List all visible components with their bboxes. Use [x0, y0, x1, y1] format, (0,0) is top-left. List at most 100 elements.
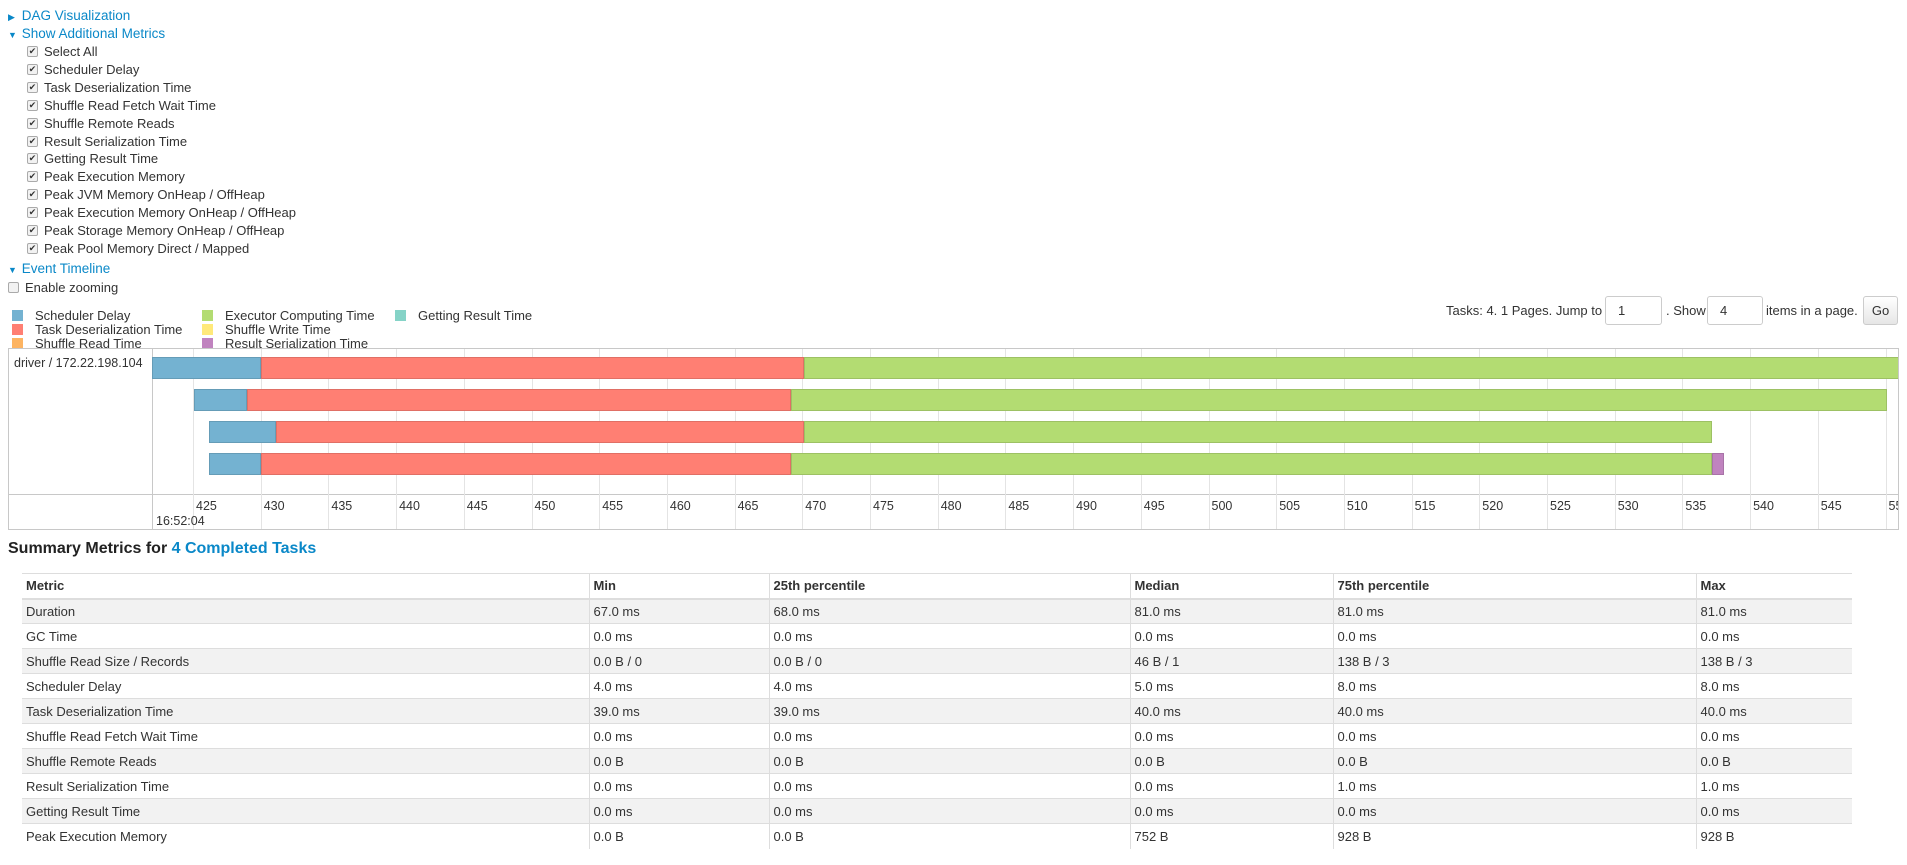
additional-metrics-toggle[interactable]: ▼ Show Additional Metrics [8, 26, 165, 41]
metric-name: Scheduler Delay [22, 673, 589, 699]
column-header[interactable]: Max [1695, 573, 1852, 600]
column-header[interactable]: Min [588, 573, 769, 600]
x-tick-label: 495 [1143, 499, 1165, 513]
metric-checkbox-6[interactable]: ✔ Getting Result Time [27, 151, 158, 166]
metric-value: 0.0 B / 0 [768, 648, 1130, 674]
metric-checkbox-label: Scheduler Delay [44, 61, 140, 77]
task-bar-segment[interactable] [194, 389, 248, 411]
legend-label: Task Deserialization Time [35, 322, 183, 337]
checkbox-checked-icon: ✔ [27, 135, 38, 147]
metric-checkbox-1[interactable]: ✔ Scheduler Delay [27, 62, 139, 77]
metric-value: 0.0 B / 0 [588, 648, 769, 674]
x-tick-label: 470 [805, 499, 827, 513]
x-tick-label: 515 [1414, 499, 1436, 513]
x-tick-label: 430 [263, 499, 285, 513]
legend-item: Task Deserialization Time [12, 322, 182, 337]
legend-item: Scheduler Delay [12, 308, 130, 323]
column-header[interactable]: 75th percentile [1332, 573, 1696, 600]
metric-checkbox-8[interactable]: ✔ Peak JVM Memory OnHeap / OffHeap [27, 187, 265, 202]
metric-value: 0.0 ms [588, 623, 769, 649]
metric-value: 0.0 ms [588, 798, 769, 824]
task-bar-segment[interactable] [1712, 453, 1725, 475]
metric-value: 0.0 ms [588, 773, 769, 799]
task-bar-segment[interactable] [209, 453, 261, 475]
page-size-input[interactable]: 4 [1707, 296, 1763, 325]
metric-value: 0.0 ms [768, 623, 1130, 649]
completed-tasks-link[interactable]: 4 Completed Tasks [171, 540, 317, 557]
task-bar-segment[interactable] [152, 357, 261, 379]
table-row: GC Time 0.0 ms 0.0 ms 0.0 ms 0.0 ms 0.0 ms [22, 623, 1852, 649]
checkbox-icon [8, 282, 19, 293]
pagination-tasks-text: Tasks: 4. 1 Pages. Jump to [1446, 303, 1603, 318]
task-bar-segment[interactable] [791, 453, 1713, 475]
metric-checkbox-label: Shuffle Read Fetch Wait Time [44, 97, 216, 113]
event-timeline-chart: driver / 172.22.198.104 425 430 435 440 445 4… [8, 348, 1899, 530]
metric-checkbox-5[interactable]: ✔ Result Serialization Time [27, 134, 187, 149]
metric-name: Shuffle Read Size / Records [22, 648, 589, 674]
checkbox-checked-icon: ✔ [27, 189, 38, 201]
caret-down-icon: ▼ [8, 30, 17, 40]
metric-value: 0.0 B [1129, 748, 1333, 774]
legend-swatch [395, 310, 406, 321]
legend-label: Scheduler Delay [35, 308, 131, 323]
legend-label: Result Serialization Time [225, 336, 369, 351]
go-button[interactable]: Go [1863, 296, 1898, 325]
metric-value: 0.0 ms [1695, 798, 1852, 824]
metric-checkbox-11[interactable]: ✔ Peak Pool Memory Direct / Mapped [27, 241, 249, 256]
metric-value: 0.0 ms [1129, 773, 1333, 799]
metric-checkbox-9[interactable]: ✔ Peak Execution Memory OnHeap / OffHeap [27, 205, 296, 220]
task-bar-segment[interactable] [209, 421, 276, 443]
event-timeline-toggle[interactable]: ▼ Event Timeline [8, 261, 110, 276]
dag-visualization-toggle[interactable]: ▶ DAG Visualization [8, 8, 130, 23]
metric-value: 0.0 B [768, 748, 1130, 774]
metric-checkbox-label: Result Serialization Time [44, 133, 188, 149]
grid-line [1817, 349, 1819, 529]
metric-checkbox-label: Getting Result Time [44, 151, 159, 167]
task-bar-segment[interactable] [275, 421, 804, 443]
metrics-label: Show Additional Metrics [21, 26, 166, 41]
metric-value: 5.0 ms [1129, 673, 1333, 699]
metric-value: 40.0 ms [1332, 698, 1696, 724]
task-bar-segment[interactable] [791, 389, 1887, 411]
checkbox-checked-icon: ✔ [27, 225, 38, 236]
metric-value: 0.0 B [1332, 748, 1696, 774]
summary-heading: Summary Metrics for 4 Completed Tasks [8, 540, 316, 558]
x-tick-label: 480 [940, 499, 962, 513]
metric-checkbox-3[interactable]: ✔ Shuffle Read Fetch Wait Time [27, 98, 216, 113]
axis-date-label: 16:52:04 [156, 514, 205, 528]
pagination-show-text: . Show [1666, 303, 1706, 318]
task-bar-segment[interactable] [260, 453, 792, 475]
metric-checkbox-7[interactable]: ✔ Peak Execution Memory [27, 169, 185, 184]
x-tick-label: 435 [331, 499, 353, 513]
column-header[interactable]: Metric [22, 573, 589, 600]
metric-value: 46 B / 1 [1129, 648, 1333, 674]
x-tick-label: 540 [1753, 499, 1774, 513]
task-bar-segment[interactable] [803, 421, 1713, 443]
legend-swatch [202, 338, 213, 349]
enable-zooming-checkbox[interactable]: Enable zooming [8, 280, 118, 295]
x-tick-label: 465 [737, 499, 759, 513]
metric-name: Task Deserialization Time [22, 698, 589, 724]
task-bar-segment[interactable] [803, 357, 1898, 379]
metric-checkbox-10[interactable]: ✔ Peak Storage Memory OnHeap / OffHeap [27, 223, 284, 238]
x-tick-label: 510 [1346, 499, 1368, 513]
metric-value: 0.0 B [588, 823, 769, 849]
x-tick-label: 450 [534, 499, 556, 513]
column-header[interactable]: Median [1129, 573, 1333, 600]
metric-value: 4.0 ms [588, 673, 769, 699]
task-bar-segment[interactable] [247, 389, 792, 411]
column-header[interactable]: 25th percentile [768, 573, 1130, 600]
table-row: Shuffle Read Size / Records 0.0 B / 0 0.0 … [22, 648, 1852, 674]
page-jump-input[interactable]: 1 [1605, 296, 1662, 325]
metric-checkbox-2[interactable]: ✔ Task Deserialization Time [27, 80, 191, 95]
metric-value: 40.0 ms [1129, 698, 1333, 724]
metric-name: Shuffle Remote Reads [22, 748, 589, 774]
metric-checkbox-4[interactable]: ✔ Shuffle Remote Reads [27, 116, 175, 131]
metric-value: 1.0 ms [1332, 773, 1696, 799]
checkbox-checked-icon: ✔ [27, 242, 38, 254]
checkbox-checked-icon: ✔ [27, 81, 38, 93]
metric-value: 0.0 ms [588, 723, 769, 749]
legend-label: Executor Computing Time [225, 308, 375, 323]
metric-checkbox-0[interactable]: ✔ Select All [27, 44, 97, 59]
task-bar-segment[interactable] [260, 357, 804, 379]
